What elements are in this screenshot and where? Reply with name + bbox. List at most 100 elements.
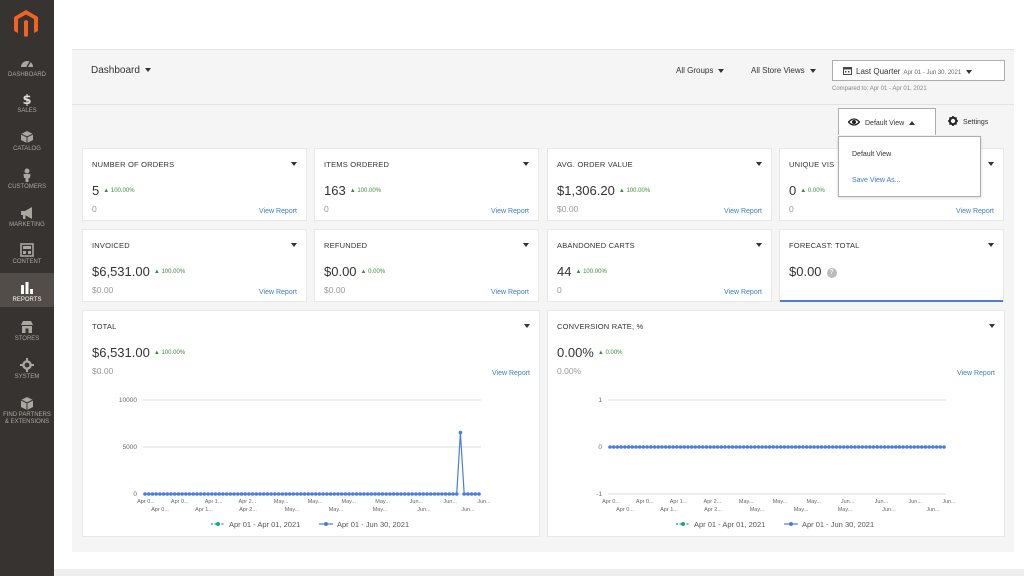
card-change-text: 100.00% — [357, 188, 382, 194]
data-point — [864, 445, 868, 449]
view-report-link[interactable]: View Report — [723, 208, 762, 215]
data-point — [682, 445, 687, 449]
dashboard-switcher[interactable]: Dashboard — [91, 65, 151, 76]
data-point — [782, 445, 787, 449]
data-point — [931, 445, 935, 449]
nav-item-marketing[interactable]: MARKETING — [0, 206, 54, 229]
data-point — [169, 492, 173, 496]
view-switcher-button[interactable]: Default View — [838, 108, 936, 135]
nav-item-catalog[interactable]: CATALOG — [0, 130, 54, 153]
data-point — [202, 492, 207, 496]
settings-button[interactable]: Settings — [948, 116, 988, 126]
view-report-link[interactable]: View Report — [258, 208, 297, 215]
data-point — [291, 492, 296, 496]
data-point — [402, 492, 407, 496]
data-point — [778, 445, 783, 449]
card-value: $1,306.20 ▲ 100.00% — [557, 183, 650, 198]
group-selector[interactable]: All Groups — [676, 66, 725, 75]
data-point — [380, 492, 385, 496]
data-point — [276, 492, 281, 496]
chevron-down-icon[interactable] — [523, 243, 529, 247]
data-point — [462, 492, 466, 496]
kpi-card-invoiced: INVOICED $6,531.00 ▲ 100.00% $0.00 View Repo… — [82, 229, 307, 302]
data-point — [934, 445, 939, 449]
card-change: ▲ 0.00% — [800, 188, 825, 194]
footer-bar — [54, 569, 1024, 576]
settings-label: Settings — [963, 119, 989, 126]
chevron-down-icon[interactable] — [988, 243, 994, 247]
data-point — [671, 445, 675, 449]
view-report-link[interactable]: View Report — [490, 208, 529, 215]
chevron-down-icon[interactable] — [291, 243, 297, 247]
card-title: INVOICED — [92, 241, 130, 250]
nav-item-content[interactable]: CONTENT — [0, 243, 54, 266]
data-point — [384, 492, 389, 496]
chevron-down-icon[interactable] — [291, 162, 297, 166]
view-report-link[interactable]: View Report — [258, 289, 297, 296]
card-previous-value: $0.00 — [557, 204, 579, 214]
view-button-label: Default View — [865, 120, 905, 127]
legend-label[interactable]: Apr 01 - Jun 30, 2021 — [337, 520, 409, 529]
nav-item-sales[interactable]: $ SALES — [0, 92, 54, 115]
x-tick-label: Jun... — [875, 499, 889, 505]
question-icon[interactable]: ? — [826, 268, 837, 278]
data-point — [406, 492, 411, 496]
chart-value-text: 0.00% — [557, 345, 594, 360]
chevron-up-icon — [909, 121, 916, 126]
data-point — [849, 445, 854, 449]
nav-item-find-partners[interactable]: FIND PARTNERS & EXTENSIONS — [0, 396, 54, 426]
legend-label[interactable]: Apr 01 - Jun 30, 2021 — [802, 520, 874, 529]
data-point — [804, 445, 809, 449]
data-point — [942, 445, 946, 449]
x-tick-label: May... — [274, 499, 289, 505]
data-point — [221, 492, 225, 496]
card-previous-value: 0 — [324, 204, 329, 214]
card-value: $0.00? — [789, 264, 837, 279]
data-point — [332, 492, 337, 496]
data-point — [867, 445, 872, 449]
menu-item-save-view-as[interactable]: Save View As... — [852, 177, 901, 184]
card-change: ▲ 100.00% — [154, 269, 185, 275]
x-tick-label: Apr 2... — [239, 499, 257, 505]
period-selector[interactable]: Last Quarter Apr 01 - Jun 30, 2021 — [832, 60, 1005, 81]
data-point — [273, 492, 277, 496]
card-title: ITEMS ORDERED — [324, 160, 390, 169]
view-report-link[interactable]: View Report — [956, 370, 995, 377]
data-point — [775, 445, 779, 449]
store-view-selector[interactable]: All Store Views — [751, 66, 816, 75]
data-point — [830, 445, 835, 449]
menu-item-default-view[interactable]: Default View — [852, 151, 892, 158]
nav-label: STORES — [14, 336, 40, 342]
view-report-link[interactable]: View Report — [491, 370, 530, 377]
nav-item-customers[interactable]: CUSTOMERS — [0, 168, 54, 191]
nav-item-system[interactable]: SYSTEM — [0, 358, 54, 381]
magento-logo-icon[interactable] — [11, 8, 41, 38]
view-report-link[interactable]: View Report — [955, 208, 994, 215]
y-tick-label: 10000 — [119, 397, 137, 404]
chevron-down-icon[interactable] — [989, 324, 995, 328]
data-point — [890, 445, 894, 449]
legend-label[interactable]: Apr 01 - Apr 01, 2021 — [229, 520, 300, 529]
chevron-down-icon[interactable] — [756, 162, 762, 166]
view-report-link[interactable]: View Report — [490, 289, 529, 296]
chevron-down-icon[interactable] — [524, 324, 530, 328]
triangle-up-icon: ▲ — [349, 188, 356, 194]
gear-icon — [20, 358, 34, 372]
x-tick-label: May... — [807, 499, 822, 505]
chevron-down-icon[interactable] — [756, 243, 762, 247]
data-point — [630, 445, 635, 449]
data-point — [834, 445, 839, 449]
legend-label[interactable]: Apr 01 - Apr 01, 2021 — [694, 520, 765, 529]
view-report-link[interactable]: View Report — [723, 289, 762, 296]
nav-item-stores[interactable]: STORES — [0, 320, 54, 343]
x-tick-label: Apr 0... — [636, 499, 654, 505]
nav-item-dashboard[interactable]: DASHBOARD — [0, 56, 54, 79]
chevron-down-icon[interactable] — [523, 162, 529, 166]
data-point — [749, 445, 753, 449]
chevron-down-icon[interactable] — [988, 162, 994, 166]
data-point — [827, 445, 831, 449]
svg-text:$: $ — [22, 93, 31, 106]
nav-item-reports[interactable]: REPORTS — [0, 273, 54, 307]
x-tick-label: Apr 1... — [195, 507, 213, 513]
